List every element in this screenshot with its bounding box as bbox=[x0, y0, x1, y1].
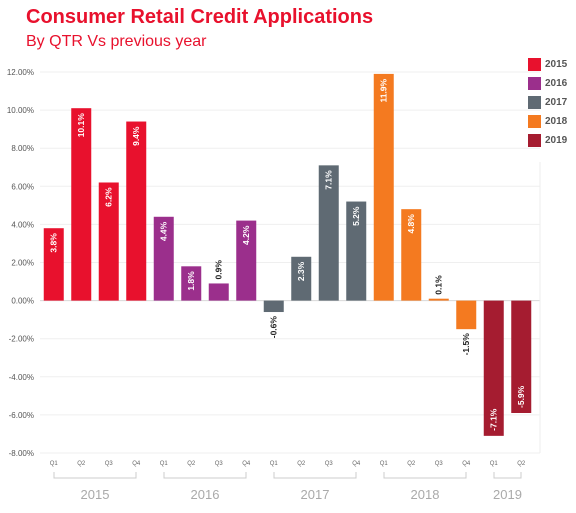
data-label: 4.2% bbox=[241, 225, 251, 245]
data-label: 4.4% bbox=[159, 221, 169, 241]
data-label: -5.9% bbox=[516, 385, 526, 408]
legend-label: 2017 bbox=[545, 97, 568, 108]
bar bbox=[428, 298, 449, 301]
data-label: 11.9% bbox=[379, 78, 389, 102]
data-label: 0.9% bbox=[214, 260, 224, 280]
year-bracket bbox=[53, 472, 137, 479]
bar bbox=[153, 216, 174, 301]
y-tick-label: 8.00% bbox=[11, 144, 34, 153]
y-tick-label: 10.00% bbox=[7, 106, 34, 115]
legend-swatch bbox=[528, 96, 541, 109]
x-tick-label: Q3 bbox=[325, 461, 334, 467]
legend-label: 2019 bbox=[545, 135, 568, 146]
legend-label: 2015 bbox=[545, 59, 568, 70]
y-tick-label: -8.00% bbox=[9, 449, 34, 458]
x-tick-label: Q3 bbox=[215, 461, 224, 467]
bar bbox=[126, 121, 147, 301]
data-label: 9.4% bbox=[131, 126, 141, 146]
data-label: 10.1% bbox=[76, 113, 86, 138]
bar bbox=[511, 300, 532, 413]
legend-item: 2018 bbox=[528, 112, 567, 131]
bar bbox=[263, 300, 284, 313]
x-tick-label: Q4 bbox=[462, 461, 471, 467]
data-label: 4.8% bbox=[406, 214, 416, 234]
y-tick-label: 2.00% bbox=[11, 259, 34, 268]
x-tick-label: Q1 bbox=[270, 461, 279, 467]
bar bbox=[43, 228, 64, 301]
x-tick-label: Q2 bbox=[77, 461, 86, 467]
year-label: 2015 bbox=[81, 487, 110, 502]
bar bbox=[318, 165, 339, 301]
legend-label: 2016 bbox=[545, 78, 568, 89]
y-tick-label: 12.00% bbox=[7, 68, 34, 77]
data-label: -1.5% bbox=[461, 333, 471, 356]
x-tick-label: Q2 bbox=[297, 461, 306, 467]
year-label: 2018 bbox=[411, 487, 440, 502]
bar bbox=[98, 182, 119, 301]
year-label: 2017 bbox=[301, 487, 330, 502]
legend-swatch bbox=[528, 77, 541, 90]
legend-swatch bbox=[528, 58, 541, 71]
year-bracket bbox=[493, 472, 522, 479]
x-tick-label: Q4 bbox=[352, 461, 361, 467]
year-bracket bbox=[163, 472, 247, 479]
bar bbox=[236, 220, 257, 301]
legend-item: 2016 bbox=[528, 74, 567, 93]
data-label: 7.1% bbox=[324, 170, 334, 190]
legend-label: 2018 bbox=[545, 116, 568, 127]
year-label: 2016 bbox=[191, 487, 220, 502]
data-label: 1.8% bbox=[186, 271, 196, 291]
x-tick-label: Q4 bbox=[242, 461, 251, 467]
bar bbox=[346, 201, 367, 301]
year-label: 2019 bbox=[493, 487, 522, 502]
x-tick-label: Q3 bbox=[105, 461, 114, 467]
year-bracket bbox=[383, 472, 467, 479]
legend-item: 2019 bbox=[528, 131, 567, 150]
x-tick-label: Q1 bbox=[160, 461, 169, 467]
bar bbox=[208, 283, 229, 301]
x-tick-label: Q1 bbox=[50, 461, 59, 467]
year-bracket bbox=[273, 472, 357, 479]
y-tick-label: 0.00% bbox=[11, 297, 34, 306]
x-tick-label: Q3 bbox=[435, 461, 444, 467]
data-label: 6.2% bbox=[104, 187, 114, 207]
bar bbox=[373, 73, 394, 301]
legend-swatch bbox=[528, 115, 541, 128]
bar bbox=[401, 209, 422, 301]
data-label: 2.3% bbox=[296, 261, 306, 281]
legend-item: 2017 bbox=[528, 93, 567, 112]
data-label: -7.1% bbox=[489, 408, 499, 431]
bar bbox=[181, 266, 202, 301]
y-tick-label: -2.00% bbox=[9, 335, 34, 344]
chart-title: Consumer Retail Credit Applications bbox=[26, 6, 374, 28]
x-tick-label: Q2 bbox=[187, 461, 196, 467]
bar bbox=[456, 300, 477, 330]
data-label: 0.1% bbox=[434, 275, 444, 295]
x-tick-label: Q4 bbox=[132, 461, 141, 467]
data-label: -0.6% bbox=[269, 316, 279, 339]
legend-swatch bbox=[528, 134, 541, 147]
legend-item: 2015 bbox=[528, 55, 567, 74]
y-tick-label: 4.00% bbox=[11, 220, 34, 229]
data-label: 3.8% bbox=[49, 233, 59, 253]
data-label: 5.2% bbox=[351, 206, 361, 226]
bar bbox=[71, 108, 92, 301]
bar bbox=[291, 256, 312, 301]
y-tick-label: -6.00% bbox=[9, 411, 34, 420]
bar bbox=[483, 300, 504, 436]
y-tick-label: 6.00% bbox=[11, 182, 34, 191]
y-tick-label: -4.00% bbox=[9, 373, 34, 382]
chart-subtitle: By QTR Vs previous year bbox=[26, 33, 207, 50]
chart-legend: 2015 2016 2017 2018 2019 bbox=[528, 55, 567, 150]
x-tick-label: Q1 bbox=[490, 461, 499, 467]
x-tick-label: Q2 bbox=[407, 461, 416, 467]
x-tick-label: Q2 bbox=[517, 461, 526, 467]
x-tick-label: Q1 bbox=[380, 461, 389, 467]
